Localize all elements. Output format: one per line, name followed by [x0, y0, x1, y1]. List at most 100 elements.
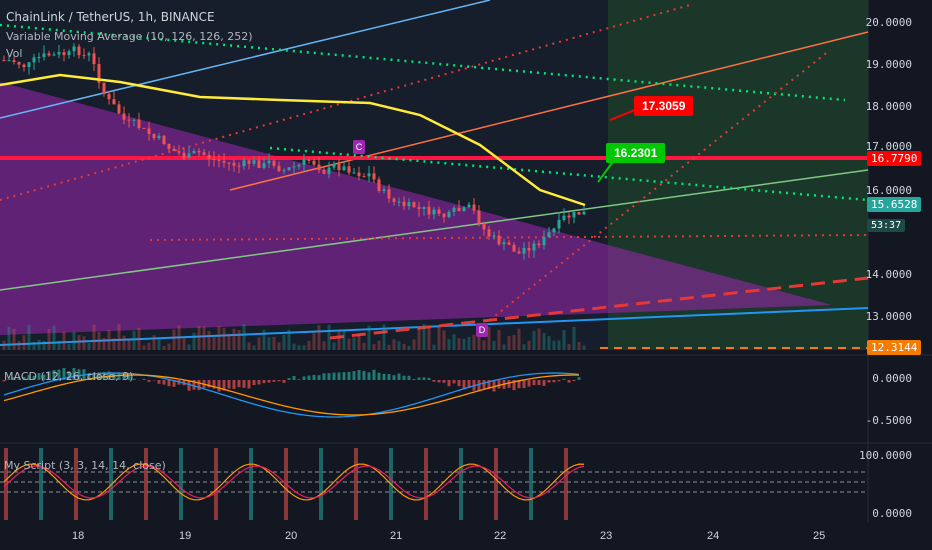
volume-bar [477, 329, 481, 350]
candle-body [457, 207, 461, 211]
red-dotted-projection [489, 49, 831, 321]
candle-body [152, 133, 156, 139]
script-line-2 [3, 465, 585, 499]
volume-bar [77, 335, 81, 350]
macd-histogram-bar [427, 377, 431, 380]
callout-connector [597, 162, 613, 183]
volume-bar [137, 327, 141, 350]
resistance-line [229, 31, 869, 191]
macd-histogram-bar [2, 380, 6, 382]
macd-histogram-bar [392, 375, 396, 380]
candle-body [327, 167, 331, 174]
candle-body [582, 211, 586, 215]
volume-bar [2, 340, 6, 350]
candle-body [567, 215, 571, 218]
candle-body [572, 212, 576, 218]
macd-histogram-bar [342, 372, 346, 380]
volume-bar [172, 329, 176, 350]
candle-body [232, 162, 236, 166]
volume-bar [507, 336, 511, 350]
volume-bar [222, 327, 226, 350]
macd-histogram-bar [192, 380, 196, 390]
candle-body [547, 232, 551, 237]
macd-histogram-bar [367, 372, 371, 380]
volume-bar [562, 330, 566, 350]
candle-body [417, 207, 421, 209]
candle-body [492, 235, 496, 237]
macd-histogram-bar [132, 378, 136, 380]
volume-bar [277, 342, 281, 350]
volume-bar [337, 330, 341, 350]
macd-histogram-bar [222, 380, 226, 391]
volume-bar [417, 326, 421, 350]
bottom-price-badge: 12.3144 [867, 340, 922, 355]
candle-body [272, 160, 276, 166]
macd-histogram-bar [62, 368, 66, 380]
volume-bar [117, 324, 121, 350]
candle-body [462, 207, 466, 211]
macd-line [3, 372, 580, 418]
script-tick: 100.0000 [859, 449, 912, 462]
volume-bar [312, 332, 316, 350]
volume-bar [567, 343, 571, 350]
candle-body [537, 243, 541, 246]
macd-histogram-bar [357, 370, 361, 380]
candle-body [172, 148, 176, 152]
macd-histogram-bar [162, 380, 166, 385]
signal-line [3, 374, 580, 416]
candle-body [57, 52, 61, 55]
candle-body [297, 164, 301, 167]
time-tick: 23 [600, 530, 613, 542]
candle-body [22, 64, 26, 68]
volume-bar [322, 341, 326, 350]
candle-body [332, 164, 336, 168]
macd-histogram-bar [122, 373, 126, 380]
macd-histogram-bar [352, 371, 356, 380]
price-tick: 14.0000 [865, 268, 912, 281]
candle-body [182, 152, 186, 158]
volume-bar [122, 335, 126, 350]
macd-histogram-bar [197, 380, 201, 391]
candle-body [447, 211, 451, 218]
macd-histogram-bar [417, 377, 421, 380]
vma-indicator-label: Variable Moving Average (10, 126, 126, 2… [6, 30, 253, 43]
macd-histogram-bar [412, 379, 416, 380]
green-dotted-line [0, 23, 846, 102]
macd-histogram-bar [217, 380, 221, 392]
script-label: My Script (3, 3, 14, 14, close) [4, 459, 166, 472]
candle-body [477, 210, 481, 224]
volume-bar [232, 328, 236, 350]
candle-body [67, 51, 71, 56]
macd-histogram-bar [187, 380, 191, 391]
volume-bar [537, 328, 541, 350]
time-tick: 21 [390, 530, 403, 542]
time-tick: 18 [72, 530, 85, 542]
macd-histogram-bar [517, 380, 521, 389]
macd-histogram-bar [157, 380, 161, 384]
candle-body [237, 165, 241, 167]
macd-histogram-bar [572, 380, 576, 382]
volume-bar [432, 344, 436, 350]
signal-column [249, 448, 253, 520]
macd-histogram-bar [97, 372, 101, 380]
macd-histogram-bar [512, 380, 516, 391]
volume-bar [202, 326, 206, 350]
volume-bar [17, 340, 21, 350]
signal-column [494, 448, 498, 520]
volume-bar [392, 339, 396, 350]
price-tick: 20.0000 [865, 16, 912, 29]
candle-body [467, 204, 471, 208]
macd-histogram-bar [317, 375, 321, 380]
volume-bar [412, 339, 416, 350]
volume-bar [52, 325, 56, 350]
macd-histogram-bar [57, 369, 61, 380]
time-tick: 22 [494, 530, 507, 542]
macd-histogram-bar [282, 380, 286, 383]
candle-body [412, 202, 416, 208]
candle-body [347, 166, 351, 173]
candle-body [167, 144, 171, 149]
macd-histogram-bar [257, 380, 261, 385]
candle-body [277, 165, 281, 172]
time-tick: 19 [179, 530, 192, 542]
